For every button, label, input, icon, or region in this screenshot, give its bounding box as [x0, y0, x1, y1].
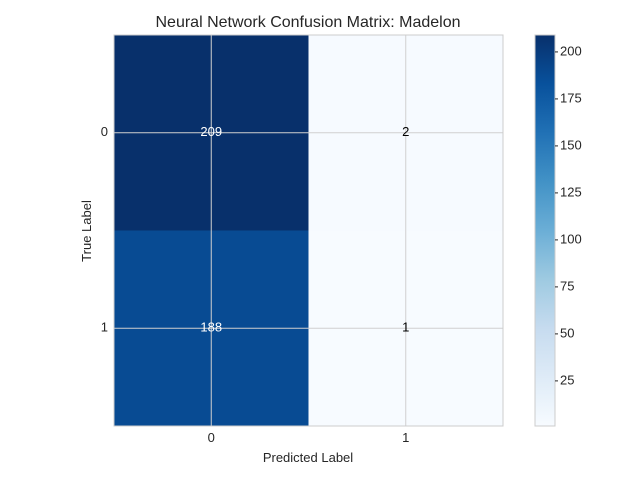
y-tick-label-1: 1 [101, 320, 108, 335]
heatmap-cells [114, 35, 504, 427]
colorbar [534, 34, 556, 427]
y-axis-ticks: 01 [101, 124, 108, 335]
colorbar-ticks: 25 50 75 100 125 150 175 200 [555, 43, 582, 387]
y-axis-label: True Label [79, 200, 94, 262]
colorbar-tick-label-7: 200 [560, 43, 582, 58]
colorbar-tick-label-3: 100 [560, 231, 582, 246]
colorbar-tick-label-2: 75 [560, 278, 574, 293]
cell-value-0-1: 2 [402, 124, 409, 139]
cell-value-1-1: 1 [402, 320, 409, 335]
y-tick-label-0: 0 [101, 124, 108, 139]
x-tick-label-1: 1 [402, 430, 409, 445]
cell-value-labels: 209 2 188 1 [200, 124, 409, 335]
colorbar-tick-label-4: 125 [560, 184, 582, 199]
colorbar-tick-label-5: 150 [560, 137, 582, 152]
cell-value-0-0: 209 [200, 124, 222, 139]
colorbar-tick-label-0: 25 [560, 372, 574, 387]
cell-value-1-0: 188 [200, 320, 222, 335]
colorbar-tick-label-1: 50 [560, 325, 574, 340]
colorbar-tick-label-6: 175 [560, 90, 582, 105]
x-tick-label-0: 0 [208, 430, 215, 445]
chart-title: Neural Network Confusion Matrix: Madelon [155, 14, 460, 31]
x-axis-label: Predicted Label [263, 450, 353, 465]
heatmap-gridlines [114, 35, 503, 426]
plot-frame [113, 34, 504, 427]
